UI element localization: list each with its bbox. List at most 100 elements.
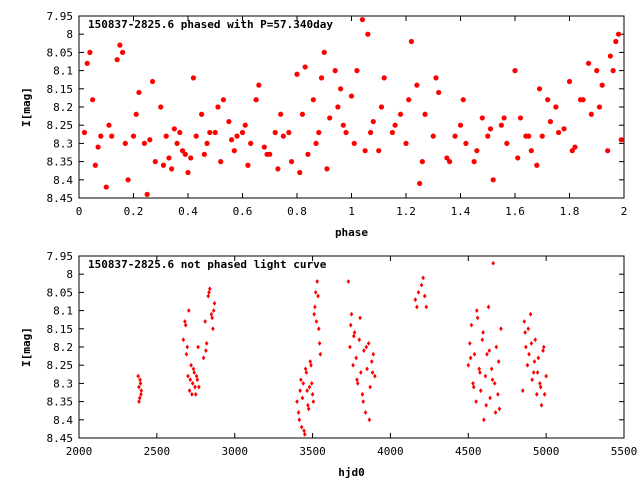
unphased-data-point bbox=[492, 381, 497, 386]
unphased-data-point bbox=[527, 351, 531, 357]
phased-y-tick-label: 8.35 bbox=[47, 156, 74, 169]
unphased-data-point bbox=[201, 355, 206, 361]
unphased-data-point bbox=[311, 399, 316, 404]
unphased-data-point bbox=[483, 373, 488, 379]
phased-data-point bbox=[367, 129, 374, 136]
phased-data-point bbox=[417, 180, 423, 187]
phased-data-point bbox=[136, 89, 142, 96]
unphased-data-point bbox=[194, 373, 199, 379]
phased-data-point bbox=[297, 169, 303, 176]
unphased-data-point bbox=[541, 348, 545, 354]
phased-data-point bbox=[204, 140, 210, 146]
phased-data-point bbox=[324, 166, 330, 172]
phased-data-point bbox=[185, 169, 191, 176]
unphased-data-point bbox=[481, 330, 485, 335]
phased-data-point bbox=[220, 97, 227, 103]
unphased-y-tick-label: 7.95 bbox=[47, 250, 74, 263]
phased-data-point bbox=[226, 118, 232, 125]
unphased-data-point bbox=[316, 293, 320, 299]
phased-data-point bbox=[406, 97, 412, 103]
unphased-y-tick-label: 8.25 bbox=[47, 359, 74, 372]
phased-light-curve-panel: 7.95 8 8.05 8.1 8.15 8.2 8.25 8.3 8.35 8.4 8.450 0.… bbox=[20, 10, 627, 239]
unphased-data-point bbox=[302, 431, 307, 437]
phased-x-tick-label: 1.8 bbox=[560, 205, 580, 218]
phased-data-point bbox=[106, 122, 112, 128]
unphased-data-point bbox=[493, 410, 498, 415]
unphased-data-point bbox=[468, 340, 472, 346]
unphased-data-point bbox=[488, 395, 492, 401]
unphased-data-point bbox=[211, 326, 215, 332]
phased-data-point bbox=[114, 57, 120, 63]
phased-data-point bbox=[463, 140, 469, 146]
unphased-data-point bbox=[530, 377, 534, 383]
phased-data-point bbox=[177, 129, 183, 136]
phased-x-tick-label: 0 bbox=[76, 205, 83, 218]
unphased-data-point bbox=[190, 391, 194, 397]
phased-data-point bbox=[348, 93, 355, 99]
unphased-data-point bbox=[542, 344, 546, 350]
unphased-data-point bbox=[137, 384, 141, 390]
phased-x-axis-label: phase bbox=[335, 226, 368, 239]
unphased-data-point bbox=[373, 373, 377, 379]
phased-data-point bbox=[166, 155, 172, 161]
unphased-data-point bbox=[306, 402, 310, 408]
phased-data-point bbox=[479, 115, 485, 121]
phased-data-point bbox=[87, 49, 93, 56]
phased-data-point bbox=[234, 133, 240, 139]
phased-x-tick-label: 0.8 bbox=[287, 205, 307, 218]
unphased-data-point bbox=[367, 417, 372, 423]
unphased-data-point bbox=[544, 373, 548, 379]
unphased-data-point bbox=[369, 359, 374, 364]
unphased-data-point bbox=[365, 366, 369, 372]
unphased-panel-title: 150837-2825.6 not phased light curve bbox=[88, 258, 327, 271]
phased-data-point bbox=[305, 151, 311, 157]
phased-data-point bbox=[370, 118, 376, 125]
phased-data-point bbox=[182, 151, 188, 157]
phased-data-point bbox=[504, 140, 510, 146]
unphased-data-point bbox=[310, 391, 315, 397]
phased-data-point bbox=[556, 129, 562, 136]
phased-data-point bbox=[588, 111, 594, 117]
unphased-x-axis-label: hjd0 bbox=[338, 466, 365, 479]
phased-data-point bbox=[133, 111, 139, 117]
unphased-data-point bbox=[357, 337, 362, 343]
unphased-y-axis-label: I[mag] bbox=[20, 327, 33, 367]
phased-data-point bbox=[313, 140, 319, 146]
phased-data-point bbox=[199, 111, 205, 117]
unphased-data-point bbox=[471, 384, 476, 390]
phased-data-point bbox=[447, 159, 453, 165]
phased-data-point bbox=[310, 97, 316, 103]
unphased-data-point bbox=[351, 362, 355, 368]
unphased-data-point bbox=[193, 384, 197, 390]
phased-data-point bbox=[354, 68, 360, 74]
phased-data-point bbox=[430, 133, 436, 139]
unphased-data-point bbox=[352, 330, 357, 335]
phased-panel-title: 150837-2825.6 phased with P=57.340day bbox=[88, 18, 333, 31]
unphased-data-point bbox=[196, 344, 200, 350]
phased-data-point bbox=[248, 140, 254, 146]
phased-data-point bbox=[92, 162, 98, 168]
unphased-data-point bbox=[212, 300, 217, 306]
unphased-data-point bbox=[307, 384, 312, 390]
phased-data-point bbox=[474, 148, 480, 154]
unphased-data-point bbox=[211, 308, 216, 313]
unphased-y-tick-label: 8.3 bbox=[53, 377, 73, 390]
phased-data-point bbox=[212, 129, 218, 136]
unphased-data-point bbox=[494, 344, 499, 350]
phased-data-point bbox=[120, 49, 126, 56]
phased-x-tick-label: 0.2 bbox=[124, 205, 144, 218]
unphased-data-point bbox=[471, 381, 475, 386]
unphased-data-point bbox=[469, 322, 474, 328]
phased-data-point bbox=[594, 68, 600, 74]
phased-data-point bbox=[419, 159, 425, 165]
unphased-data-point bbox=[529, 340, 534, 346]
phased-data-point bbox=[338, 86, 344, 92]
unphased-data-point bbox=[313, 290, 318, 295]
unphased-data-point bbox=[362, 348, 366, 354]
unphased-data-point bbox=[475, 308, 479, 313]
unphased-data-point bbox=[317, 340, 322, 346]
unphased-y-tick-label: 8.1 bbox=[53, 305, 73, 318]
phased-data-point bbox=[340, 122, 346, 128]
